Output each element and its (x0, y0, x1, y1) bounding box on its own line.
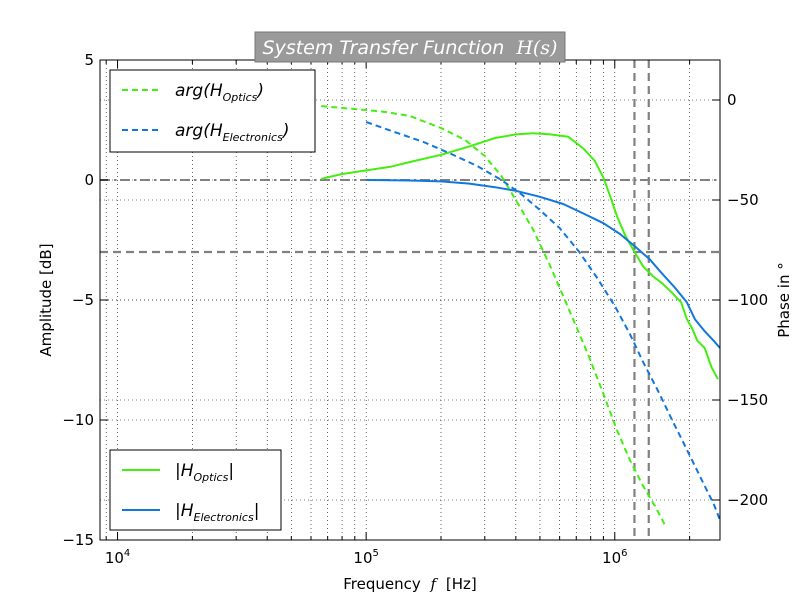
title-text: System Transfer Function H(s) (263, 37, 558, 59)
legend-label-end: | (254, 501, 260, 521)
chart-title: System Transfer Function H(s) (254, 31, 566, 63)
legend-label-main: arg(H (175, 121, 223, 141)
title-math: H(s) (515, 37, 557, 59)
series-line-h-optics (321, 132, 719, 380)
y-tick-label: 0 (84, 171, 94, 189)
legend-label-subscript: Optics (223, 91, 258, 104)
y2-tick-label: −200 (727, 491, 768, 509)
x-tick-label-base: 10 (602, 549, 621, 567)
legend-label-h-electronics: |HElectronics| (175, 501, 259, 524)
y-axis-label: Amplitude [dB] (37, 243, 55, 356)
legend-lower-left: |HOptics||HElectronics| (109, 449, 282, 531)
x-tick-label-exponent: 5 (373, 548, 379, 559)
y-tick-label: −5 (72, 291, 94, 309)
y2-tick-label: 0 (727, 91, 737, 109)
y2-tick-label: −150 (727, 391, 768, 409)
x-tick-label-exponent: 4 (124, 548, 130, 559)
legend-label-main: |H (175, 501, 194, 521)
legend-frame (109, 449, 282, 531)
series-group (321, 105, 720, 527)
legend-label-subscript: Electronics (194, 511, 254, 524)
legend-label-end: ) (255, 81, 264, 101)
y2-axis-label: Phase in ° (775, 262, 793, 338)
x-axis-label: Frequency f [Hz] (343, 575, 476, 593)
x-axis-label-unit: [Hz] (446, 575, 477, 593)
x-tick-label-base: 10 (353, 549, 372, 567)
legend-label-subscript: Electronics (223, 131, 283, 144)
legend-label-end: ) (281, 121, 290, 141)
title-main: System Transfer Function (263, 37, 505, 59)
series-line-h-electronics (366, 179, 720, 349)
legend-label-arg-h-optics: arg(HOptics) (175, 81, 264, 104)
y2-tick-label: −100 (727, 291, 768, 309)
x-tick-label: 106 (602, 548, 627, 567)
title-background (254, 31, 566, 63)
legend-frame (109, 69, 316, 153)
y-tick-label: −15 (62, 531, 94, 549)
legend-upper-left: arg(HOptics)arg(HElectronics) (109, 69, 316, 153)
legends: arg(HOptics)arg(HElectronics)|HOptics||H… (109, 69, 316, 531)
y-tick-label: 5 (84, 51, 94, 69)
series-line-arg-h-electronics (365, 121, 720, 521)
legend-label-end: | (228, 461, 234, 481)
legend-label-main: |H (175, 461, 194, 481)
x-tick-label-exponent: 6 (621, 548, 627, 559)
legend-label-arg-h-electronics: arg(HElectronics) (175, 121, 289, 144)
legend-label-subscript: Optics (194, 471, 229, 484)
y-tick-label: −10 (62, 411, 94, 429)
x-tick-label: 105 (353, 548, 378, 567)
x-axis-label-math: f (430, 575, 439, 593)
legend-label-h-optics: |HOptics| (175, 461, 234, 484)
x-axis-label-text: Frequency (343, 575, 421, 593)
x-tick-label-base: 10 (105, 549, 124, 567)
legend-label-main: arg(H (175, 81, 223, 101)
y2-tick-label: −50 (727, 191, 759, 209)
x-tick-label: 104 (105, 548, 130, 567)
